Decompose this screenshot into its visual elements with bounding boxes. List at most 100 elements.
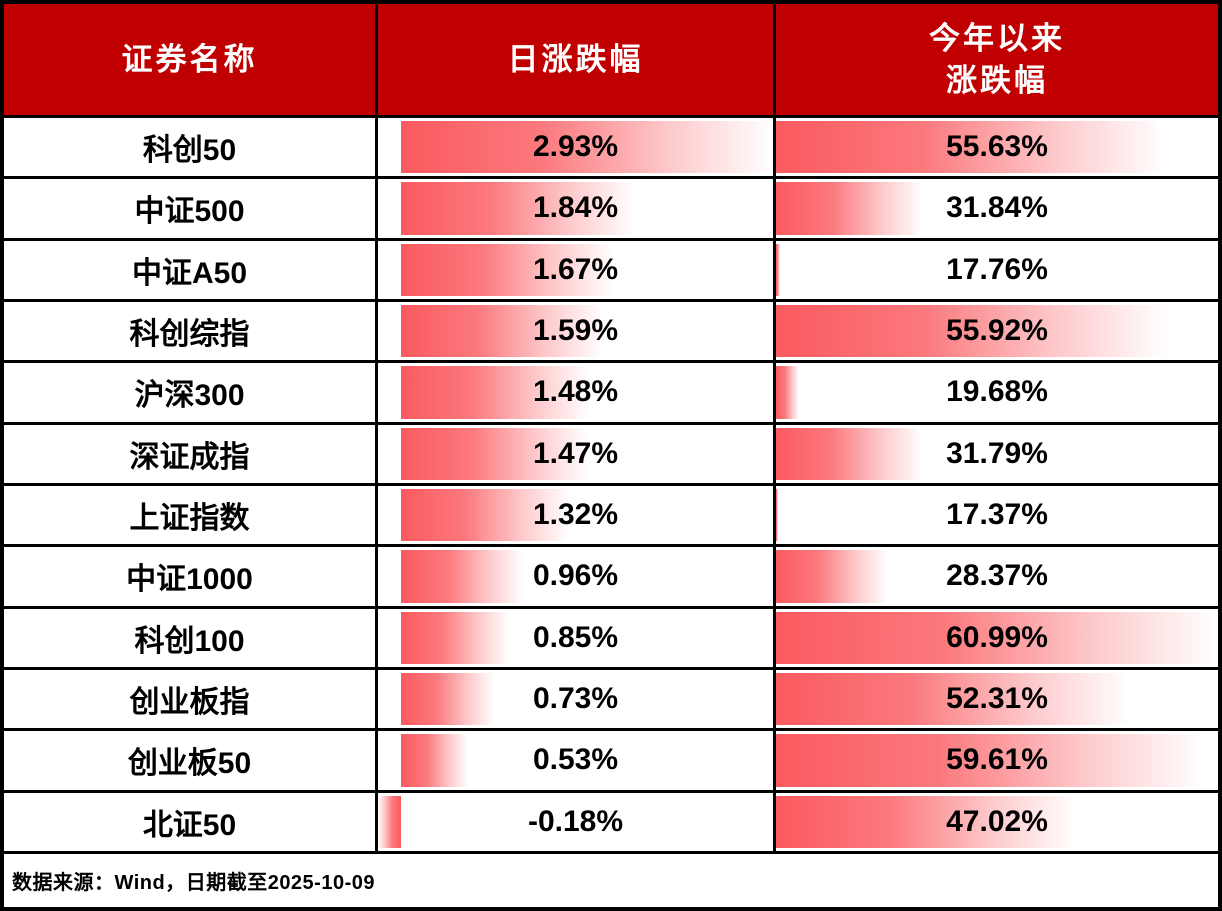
daily-change-data-bar bbox=[400, 366, 589, 419]
ytd-change-cell: 55.92% bbox=[776, 302, 1218, 360]
daily-change-value: 2.93% bbox=[532, 130, 619, 164]
daily-change-cell: 1.47% bbox=[378, 424, 776, 483]
daily-change-value: 1.59% bbox=[532, 314, 619, 348]
security-name-cell: 创业板指 bbox=[4, 669, 378, 729]
daily-change-value: -0.18% bbox=[527, 804, 624, 838]
ytd-change-value: 52.31% bbox=[946, 682, 1048, 716]
daily-change-value: 0.85% bbox=[532, 620, 619, 654]
security-name-label: 中证500 bbox=[134, 195, 245, 229]
daily-change-cell: 0.53% bbox=[378, 731, 776, 790]
daily-change-value: 1.32% bbox=[532, 498, 619, 532]
table-row: 创业板指 0.73% 52.31% bbox=[4, 666, 1218, 729]
data-source-note: 数据来源：Wind，日期截至2025-10-09 bbox=[12, 871, 375, 894]
table-row: 科创综指 1.59% 55.92% bbox=[4, 298, 1218, 361]
ytd-change-value: 31.79% bbox=[946, 436, 1048, 470]
ytd-change-data-bar bbox=[776, 243, 780, 296]
daily-change-cell: 1.59% bbox=[378, 301, 776, 361]
security-name-cell: 沪深300 bbox=[4, 363, 378, 422]
ytd-change-data-bar bbox=[776, 427, 923, 480]
security-name-label: 创业板50 bbox=[127, 747, 252, 781]
security-name-cell: 创业板50 bbox=[4, 731, 378, 790]
daily-change-data-bar bbox=[378, 795, 401, 848]
table-row: 科创50 2.93% 55.63% bbox=[4, 115, 1218, 177]
ytd-change-cell: 17.76% bbox=[776, 241, 1218, 299]
security-name-cell: 科创综指 bbox=[4, 301, 378, 361]
ytd-change-cell: 19.68% bbox=[776, 363, 1218, 421]
daily-change-cell: 1.67% bbox=[378, 240, 776, 299]
ytd-change-value: 17.76% bbox=[946, 252, 1048, 286]
daily-change-data-bar bbox=[400, 672, 494, 726]
security-name-label: 上证指数 bbox=[129, 502, 250, 536]
table-row: 上证指数 1.32% 17.37% bbox=[4, 482, 1218, 545]
security-name-cell: 中证A50 bbox=[4, 240, 378, 299]
daily-change-cell: 2.93% bbox=[378, 118, 776, 177]
security-name-cell: 科创50 bbox=[4, 118, 378, 177]
daily-change-cell: 0.73% bbox=[378, 669, 776, 729]
security-name-label: 中证A50 bbox=[131, 256, 248, 290]
security-name-cell: 上证指数 bbox=[4, 485, 378, 545]
security-name-cell: 北证50 bbox=[4, 792, 378, 851]
daily-change-value: 0.53% bbox=[532, 743, 619, 777]
daily-change-cell: 0.85% bbox=[378, 608, 776, 667]
daily-change-cell: 1.84% bbox=[378, 179, 776, 238]
daily-change-data-bar bbox=[400, 243, 613, 296]
ytd-change-value: 60.99% bbox=[946, 620, 1048, 654]
table-row: 北证50 -0.18% 47.02% bbox=[4, 789, 1218, 851]
daily-change-data-bar bbox=[400, 121, 773, 174]
security-name-label: 深证成指 bbox=[129, 440, 250, 474]
daily-change-value: 1.67% bbox=[532, 252, 619, 286]
ytd-change-data-bar bbox=[776, 611, 1218, 664]
ytd-change-cell: 17.37% bbox=[776, 486, 1218, 544]
table-row: 深证成指 1.47% 31.79% bbox=[4, 421, 1218, 483]
daily-change-data-bar bbox=[400, 734, 469, 787]
ytd-change-data-bar bbox=[776, 795, 1077, 848]
ytd-change-cell: 28.37% bbox=[776, 547, 1218, 605]
security-name-cell: 科创100 bbox=[4, 608, 378, 667]
ytd-change-data-bar bbox=[776, 734, 1205, 787]
daily-change-value: 0.73% bbox=[532, 682, 619, 716]
table-row: 中证500 1.84% 31.84% bbox=[4, 176, 1218, 238]
table-row: 创业板50 0.53% 59.61% bbox=[4, 728, 1218, 790]
ytd-change-value: 17.37% bbox=[946, 498, 1048, 532]
daily-change-data-bar bbox=[400, 611, 509, 664]
daily-change-data-bar bbox=[400, 427, 588, 480]
ytd-change-data-bar bbox=[776, 488, 778, 542]
daily-change-cell: 1.48% bbox=[378, 363, 776, 422]
daily-change-data-bar bbox=[400, 182, 635, 235]
daily-change-cell: 0.96% bbox=[378, 547, 776, 606]
daily-change-cell: -0.18% bbox=[378, 792, 776, 851]
ytd-change-data-bar bbox=[776, 304, 1167, 358]
table-row: 科创100 0.85% 60.99% bbox=[4, 605, 1218, 667]
ytd-change-cell: 55.63% bbox=[776, 118, 1218, 176]
ytd-change-cell: 60.99% bbox=[776, 609, 1218, 667]
table-row: 沪深300 1.48% 19.68% bbox=[4, 360, 1218, 422]
daily-change-value: 1.84% bbox=[532, 191, 619, 225]
security-name-label: 创业板指 bbox=[129, 686, 250, 720]
table-row: 中证A50 1.67% 17.76% bbox=[4, 237, 1218, 299]
ytd-change-data-bar bbox=[776, 366, 800, 419]
header-cell-daily-change: 日涨跌幅 bbox=[378, 4, 776, 115]
security-name-label: 科创100 bbox=[134, 624, 245, 658]
security-name-label: 科创综指 bbox=[129, 318, 250, 352]
header-cell-security-name: 证券名称 bbox=[4, 4, 378, 115]
daily-change-data-bar bbox=[400, 304, 603, 358]
daily-change-data-bar bbox=[400, 550, 523, 603]
ytd-change-cell: 59.61% bbox=[776, 731, 1218, 789]
security-name-label: 沪深300 bbox=[134, 379, 245, 413]
daily-change-cell: 1.32% bbox=[378, 485, 776, 545]
ytd-change-cell: 31.79% bbox=[776, 425, 1218, 483]
ytd-change-cell: 47.02% bbox=[776, 793, 1218, 851]
security-name-label: 中证1000 bbox=[126, 563, 253, 597]
ytd-change-value: 55.63% bbox=[946, 130, 1048, 164]
ytd-change-data-bar bbox=[776, 672, 1131, 726]
table-header-row: 证券名称 日涨跌幅 今年以来 涨跌幅 bbox=[4, 4, 1218, 115]
ytd-change-value: 47.02% bbox=[946, 804, 1048, 838]
daily-change-value: 0.96% bbox=[532, 559, 619, 593]
table-footer-row: 数据来源：Wind，日期截至2025-10-09 bbox=[4, 850, 1218, 907]
ytd-change-value: 19.68% bbox=[946, 375, 1048, 409]
security-name-cell: 深证成指 bbox=[4, 424, 378, 483]
security-name-cell: 中证1000 bbox=[4, 547, 378, 606]
header-cell-ytd-change: 今年以来 涨跌幅 bbox=[929, 20, 1065, 98]
ytd-change-cell: 52.31% bbox=[776, 670, 1218, 728]
